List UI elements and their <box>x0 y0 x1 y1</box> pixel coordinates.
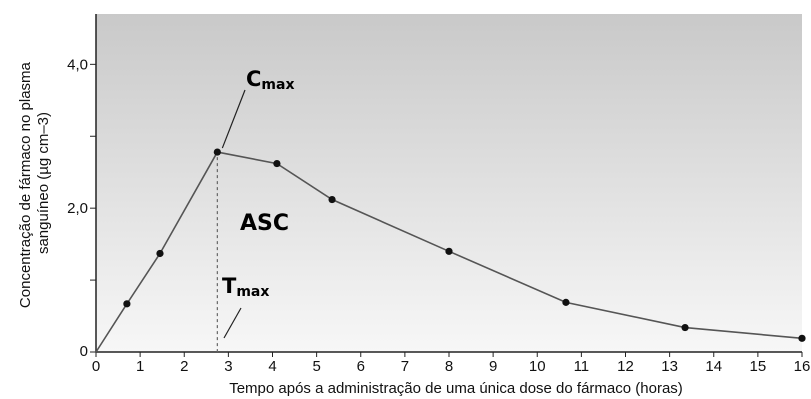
x-tick-label: 2 <box>180 358 188 375</box>
cmax-label: Cmax <box>246 67 295 93</box>
x-tick-label: 16 <box>794 358 811 375</box>
x-tick-label: 1 <box>136 358 144 375</box>
y-axis-title-line-1: Concentração de fármaco no plasma <box>17 61 34 308</box>
data-point <box>328 195 336 204</box>
x-tick-label: 4 <box>268 358 276 375</box>
cmax-leader-line <box>221 89 246 149</box>
data-point <box>681 323 689 332</box>
data-point <box>156 249 164 258</box>
tmax-label: Tmax <box>222 274 269 300</box>
tmax-leader-line <box>223 307 242 339</box>
data-point <box>273 159 281 168</box>
x-tick-label: 3 <box>224 358 232 375</box>
x-axis-title: Tempo após a administração de uma única … <box>229 380 683 397</box>
y-tick-label: 2,0 <box>67 200 88 217</box>
x-tick-label: 11 <box>574 358 590 375</box>
area-under-curve-label: ASC <box>240 211 289 236</box>
x-tick-label: 12 <box>617 358 634 375</box>
x-tick-label: 7 <box>401 358 409 375</box>
concentration-series-line <box>95 151 803 353</box>
x-tick-label: 5 <box>312 358 320 375</box>
x-tick-label: 10 <box>529 358 546 375</box>
x-tick-label: 8 <box>445 358 453 375</box>
x-tick-label: 14 <box>705 358 722 375</box>
y-tick-label: 4,0 <box>67 56 88 73</box>
data-point <box>798 334 806 342</box>
x-tick-label: 0 <box>92 358 100 375</box>
data-point <box>213 148 221 156</box>
y-axis-title-line-2: sanguíneo (µg cm–3) <box>35 112 52 254</box>
y-axis-title: Concentração de fármaco no plasma sanguí… <box>17 58 52 308</box>
x-tick-label: 9 <box>489 358 497 375</box>
x-tick-label: 15 <box>750 358 767 375</box>
y-tick-label: 0 <box>80 343 88 360</box>
data-point <box>445 247 453 255</box>
data-point <box>562 298 570 306</box>
x-tick-label: 6 <box>357 358 365 375</box>
x-tick-label: 13 <box>661 358 678 375</box>
plot-background <box>96 14 802 352</box>
data-point <box>123 300 131 308</box>
